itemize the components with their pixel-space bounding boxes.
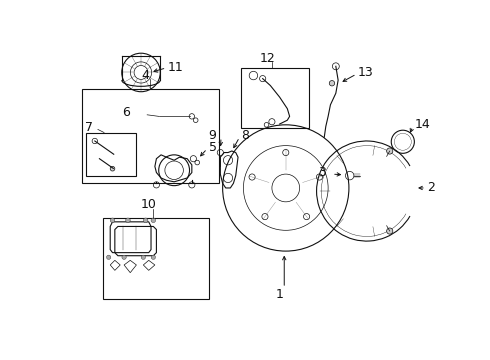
Circle shape [106,255,111,260]
Bar [241,68,309,128]
Circle shape [122,255,126,260]
Text: 11: 11 [167,61,183,74]
Text: 12: 12 [259,52,275,65]
Circle shape [143,218,148,222]
Text: 3: 3 [318,166,326,179]
Text: 14: 14 [415,118,430,131]
Text: 1: 1 [276,288,284,301]
Circle shape [141,255,146,260]
Bar [82,89,219,183]
Circle shape [125,218,130,222]
Text: 4: 4 [142,69,149,82]
Circle shape [151,255,155,260]
Circle shape [151,218,156,222]
Circle shape [329,81,335,86]
Circle shape [387,148,393,154]
Text: 13: 13 [357,66,373,79]
Text: 8: 8 [241,129,249,142]
Text: 10: 10 [141,198,157,211]
Text: 7: 7 [85,121,93,134]
Bar [86,133,136,176]
Circle shape [110,218,115,222]
Text: 9: 9 [209,129,217,142]
Bar [102,218,209,299]
Circle shape [110,166,115,171]
Text: 2: 2 [427,181,435,194]
Text: 5: 5 [209,141,217,154]
Text: 6: 6 [122,106,130,119]
Circle shape [387,228,393,234]
